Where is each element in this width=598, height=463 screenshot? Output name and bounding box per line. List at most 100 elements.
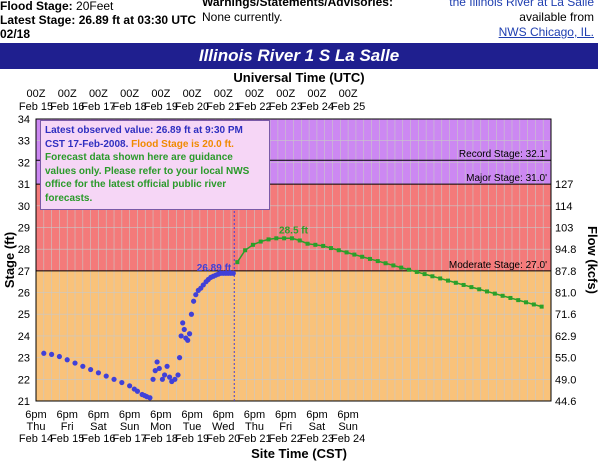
top-tick-time: 00Z — [89, 88, 108, 100]
observed-point — [191, 298, 197, 304]
bottom-tick-weekday: Thu — [27, 421, 46, 433]
observed-point — [154, 359, 160, 365]
flow-tick-label: 81.0 — [555, 288, 576, 300]
top-tick-time: 00Z — [339, 88, 358, 100]
top-tick-date: Feb 22 — [237, 101, 271, 113]
latest-stage-label: Latest Stage: — [0, 13, 76, 27]
title-bar — [0, 43, 598, 69]
chart-title: Illinois River 1 S La Salle — [198, 46, 400, 65]
observed-point — [111, 376, 117, 382]
forecast-peak-label: 28.5 ft — [279, 225, 309, 236]
forecast-point — [430, 274, 435, 279]
bottom-tick-date: Feb 24 — [331, 433, 365, 445]
bottom-tick-time: 6pm — [181, 409, 202, 421]
top-tick-time: 00Z — [27, 88, 46, 100]
bottom-tick-date: Feb 21 — [237, 433, 271, 445]
bottom-tick-weekday: Sun — [120, 421, 140, 433]
observed-point — [156, 365, 162, 372]
top-tick-time: 00Z — [245, 88, 264, 100]
latest-stage-line: Latest Stage: 26.89 ft at 03:30 UTC — [0, 13, 196, 27]
forecast-point — [508, 295, 513, 300]
bottom-tick-time: 6pm — [337, 409, 358, 421]
forecast-point — [305, 241, 310, 246]
top-tick-time: 00Z — [151, 88, 170, 100]
flow-tick-label: 94.8 — [555, 244, 576, 256]
latest-value-label: 26.89 ft — [197, 263, 232, 274]
forecast-point — [406, 267, 411, 272]
forecast-point — [516, 298, 521, 303]
y-tick-label: 27 — [18, 266, 30, 278]
warnings-title: Warnings/Statements/Advisories: — [202, 0, 393, 9]
forecast-point — [344, 250, 349, 255]
top-tick-time: 00Z — [214, 88, 233, 100]
forecast-point — [492, 291, 497, 296]
bottom-tick-weekday: Tue — [183, 421, 202, 433]
forecast-point — [360, 254, 365, 259]
forecast-point — [399, 265, 404, 270]
observed-point — [164, 363, 170, 369]
y-tick-label: 26 — [18, 288, 30, 300]
bottom-tick-weekday: Thu — [245, 421, 264, 433]
bottom-tick-time: 6pm — [119, 409, 140, 421]
bottom-tick-date: Feb 17 — [113, 433, 147, 445]
nws-link[interactable]: NWS Chicago, IL. — [498, 25, 594, 39]
observed-point — [72, 360, 78, 366]
bottom-tick-weekday: Sat — [309, 421, 326, 433]
flow-tick-label: 71.6 — [555, 309, 576, 321]
forecast-point — [446, 278, 450, 283]
info-line-1[interactable]: the Illinois River at La Salle — [449, 0, 594, 9]
forecast-point — [243, 248, 248, 253]
observed-point — [166, 374, 173, 380]
bottom-tick-weekday: Fri — [61, 421, 74, 433]
info-forecast-note: Forecast data shown here are guidance va… — [45, 152, 250, 204]
observed-point — [95, 370, 102, 376]
bottom-tick-weekday: Sat — [90, 421, 107, 433]
top-tick-date: Feb 16 — [50, 101, 84, 113]
top-tick-date: Feb 21 — [206, 101, 240, 113]
top-tick-time: 00Z — [58, 88, 77, 100]
observed-point — [185, 337, 191, 343]
bottom-tick-date: Feb 19 — [175, 433, 209, 445]
threshold-label: Record Stage: 32.1' — [459, 149, 547, 160]
info-flood-stage: Flood Stage is 20.0 ft. — [131, 138, 234, 150]
bottom-tick-weekday: Fri — [279, 421, 292, 433]
observed-point — [176, 355, 183, 361]
bottom-tick-date: Feb 20 — [206, 433, 240, 445]
latest-stage-value: 26.89 ft at 03:30 UTC — [78, 13, 197, 27]
forecast-point — [282, 236, 287, 241]
observed-point — [172, 376, 178, 382]
plot-frame — [35, 118, 552, 402]
forecast-point — [524, 300, 529, 305]
y-tick-label: 30 — [18, 201, 30, 213]
forecast-point — [500, 293, 505, 298]
forecast-point — [531, 302, 536, 307]
info-line-2: available from — [519, 10, 594, 24]
flood-stage-value: 20Feet — [76, 0, 114, 13]
top-tick-time: 00Z — [183, 88, 202, 100]
observed-point — [150, 376, 156, 382]
forecast-point — [250, 242, 255, 247]
bottom-tick-date: Feb 16 — [81, 433, 115, 445]
forecast-point — [235, 260, 240, 265]
flow-tick-label: 103 — [555, 222, 573, 234]
forecast-point — [266, 237, 271, 242]
bottom-axis-title: Site Time (CST) — [251, 446, 347, 461]
forecast-point — [539, 304, 544, 309]
flow-tick-label: 55.0 — [555, 353, 576, 365]
bottom-tick-weekday: Mon — [150, 421, 171, 433]
y-tick-label: 23 — [18, 353, 30, 365]
top-tick-date: Feb 15 — [19, 101, 53, 113]
bottom-tick-time: 6pm — [244, 409, 265, 421]
forecast-point — [383, 261, 388, 266]
forecast-point — [438, 276, 443, 281]
y-axis-right-title: Flow (kcfs) — [585, 226, 598, 294]
top-tick-date: Feb 19 — [144, 101, 178, 113]
forecast-point — [328, 246, 333, 251]
bottom-tick-date: Feb 22 — [269, 433, 303, 445]
threshold-label: Moderate Stage: 27.0' — [449, 260, 547, 271]
y-axis-title: Stage (ft) — [2, 232, 17, 288]
observed-point — [159, 376, 166, 382]
forecast-point — [422, 272, 427, 277]
forecast-point — [258, 239, 263, 244]
